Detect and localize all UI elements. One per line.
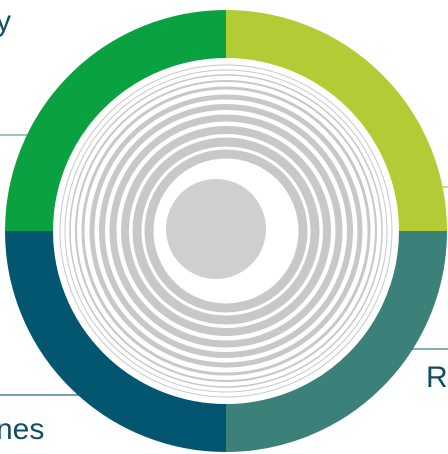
ring-7 <box>99 104 353 358</box>
ring-6 <box>89 94 363 368</box>
ring-1 <box>59 64 393 398</box>
center-disc <box>166 179 266 279</box>
ring-8 <box>109 114 343 348</box>
ring-10 <box>132 137 320 325</box>
ring-segment-bottom-left <box>5 230 227 452</box>
ring-segment-top-left <box>5 10 227 232</box>
ring-9 <box>121 126 331 336</box>
label-bottom-left: nes <box>0 413 45 446</box>
ring-2 <box>64 69 388 393</box>
label-top-left: y <box>0 5 11 38</box>
label-bottom-right: Re <box>426 361 448 394</box>
ring-11 <box>144 149 308 313</box>
ring-5 <box>81 86 371 376</box>
ring-segment-bottom-right <box>225 230 447 452</box>
concentric-rings <box>59 64 393 398</box>
ring-segment-top-right <box>225 10 447 232</box>
ring-4 <box>75 80 377 382</box>
ring-3 <box>69 74 383 388</box>
